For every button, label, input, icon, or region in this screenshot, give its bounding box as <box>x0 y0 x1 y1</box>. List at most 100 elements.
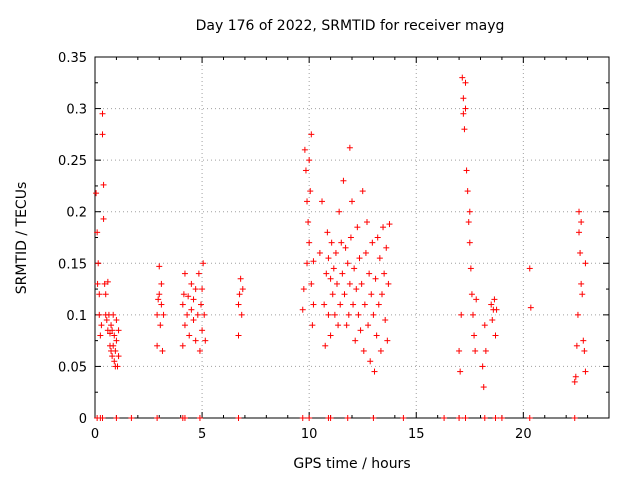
zero-data-point <box>99 415 106 421</box>
data-point <box>299 306 306 313</box>
zero-data-point <box>492 415 499 421</box>
data-point <box>582 260 589 267</box>
data-point <box>462 79 469 86</box>
axes: 0 0.05 0.1 0.15 0.2 0.25 0.3 0.35 0 5 10 15 20 <box>58 51 610 442</box>
data-point <box>94 229 101 236</box>
zero-data-point <box>327 415 334 421</box>
data-point <box>378 291 385 298</box>
data-point <box>328 239 335 246</box>
data-point <box>571 378 578 385</box>
data-point <box>306 239 313 246</box>
chart-title: Day 176 of 2022, SRMTID for receiver may… <box>195 18 505 34</box>
data-point <box>190 317 197 324</box>
data-point <box>473 296 480 303</box>
data-point <box>106 330 113 337</box>
zero-data-point <box>526 415 533 421</box>
data-point <box>335 322 342 329</box>
data-point <box>304 198 311 205</box>
data-point <box>464 188 471 195</box>
data-point <box>102 291 109 298</box>
data-point <box>307 188 314 195</box>
data-point <box>461 126 468 133</box>
data-point <box>573 342 580 349</box>
zero-data-point <box>441 415 448 421</box>
data-point <box>235 332 242 339</box>
data-point <box>301 146 308 153</box>
data-point <box>160 311 167 318</box>
data-point <box>370 311 377 318</box>
data-point <box>186 332 193 339</box>
data-point <box>190 296 197 303</box>
data-point <box>332 249 339 256</box>
data-point <box>376 255 383 262</box>
zero-data-point <box>235 415 242 421</box>
zero-data-point <box>456 415 463 421</box>
data-point <box>334 280 341 287</box>
data-point <box>361 301 368 308</box>
data-point <box>158 301 165 308</box>
data-point <box>110 342 117 349</box>
data-point <box>309 322 316 329</box>
data-point <box>352 337 359 344</box>
data-point <box>100 181 107 188</box>
data-point <box>471 332 478 339</box>
data-point <box>465 219 472 226</box>
data-point <box>366 270 373 277</box>
data-points <box>93 74 589 421</box>
data-point <box>343 322 350 329</box>
data-point <box>180 291 187 298</box>
data-point <box>308 280 315 287</box>
data-point <box>371 368 378 375</box>
data-point <box>369 239 376 246</box>
data-point <box>324 229 331 236</box>
data-point <box>157 322 164 329</box>
data-point <box>480 384 487 391</box>
data-point <box>101 280 108 287</box>
data-point <box>154 342 161 349</box>
data-point <box>110 311 117 318</box>
data-point <box>349 198 355 205</box>
data-point <box>459 74 466 81</box>
data-point <box>354 224 361 231</box>
data-point <box>342 244 349 251</box>
data-point <box>198 301 205 308</box>
data-point <box>580 337 587 344</box>
data-point <box>381 270 388 277</box>
data-point <box>488 301 495 308</box>
data-point <box>104 278 111 285</box>
data-point <box>385 280 392 287</box>
data-point <box>489 317 496 324</box>
data-point <box>239 286 246 293</box>
data-point <box>383 244 390 251</box>
data-point <box>323 270 330 277</box>
data-point <box>192 337 199 344</box>
data-point <box>305 219 312 226</box>
data-point <box>339 270 346 277</box>
data-point <box>362 249 369 256</box>
x-tick-label: 10 <box>301 427 318 442</box>
data-point <box>322 342 329 349</box>
data-point <box>345 311 352 318</box>
data-point <box>357 327 364 334</box>
data-point <box>188 280 195 287</box>
data-point <box>577 249 584 256</box>
y-tick-label: 0.35 <box>58 51 87 66</box>
data-point <box>94 280 101 287</box>
data-point <box>304 260 311 267</box>
data-point <box>460 95 467 102</box>
data-point <box>99 131 106 138</box>
data-point <box>346 280 353 287</box>
data-point <box>492 332 499 339</box>
data-point <box>358 280 365 287</box>
data-point <box>302 167 309 174</box>
data-point <box>112 347 119 354</box>
data-point <box>179 342 186 349</box>
data-point <box>363 219 370 226</box>
data-point <box>359 188 366 195</box>
data-point <box>375 301 382 308</box>
data-point <box>460 110 467 117</box>
y-tick-label: 0.3 <box>66 103 87 118</box>
y-tick-label: 0.2 <box>66 206 87 221</box>
data-point <box>330 265 337 272</box>
data-point <box>325 311 332 318</box>
